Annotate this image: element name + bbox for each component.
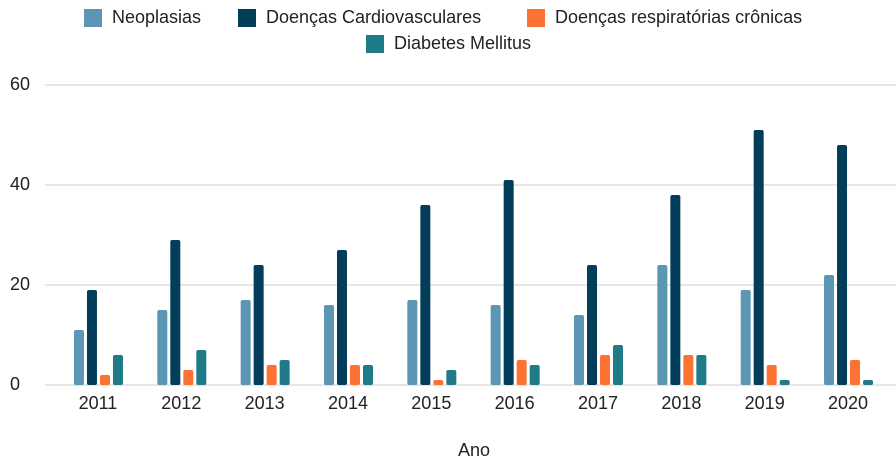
bar: [850, 360, 861, 385]
bar: [600, 355, 611, 385]
bar: [670, 195, 681, 385]
x-tick-label: 2011: [79, 393, 118, 413]
bar: [73, 330, 84, 385]
x-tick-label: 2012: [161, 393, 201, 413]
legend-label: Neoplasias: [112, 7, 201, 27]
bar: [407, 300, 418, 385]
bar: [490, 305, 501, 385]
y-tick-label: 0: [10, 374, 20, 394]
bar: [196, 350, 207, 385]
bar: [99, 375, 110, 385]
bar: [240, 300, 251, 385]
bar: [253, 265, 264, 385]
x-tick-label: 2016: [495, 393, 535, 413]
legend-label: Diabetes Mellitus: [394, 33, 531, 53]
bar: [323, 305, 334, 385]
legend-label: Doenças Cardiovasculares: [266, 7, 481, 27]
bar: [753, 130, 764, 385]
bar: [779, 380, 790, 385]
y-tick-label: 60: [10, 74, 30, 94]
bar: [696, 355, 707, 385]
bar: [336, 250, 347, 385]
y-tick-label: 40: [10, 174, 30, 194]
y-tick-label: 20: [10, 274, 30, 294]
bar: [574, 315, 585, 385]
x-axis-label: Ano: [458, 440, 490, 460]
bar: [112, 355, 123, 385]
bar: [657, 265, 668, 385]
bar: [362, 365, 373, 385]
bar: [587, 265, 598, 385]
bar: [740, 290, 751, 385]
bar: [837, 145, 848, 385]
bar: [86, 290, 97, 385]
bar: [516, 360, 527, 385]
legend-label: Doenças respiratórias crônicas: [555, 7, 802, 27]
x-tick-label: 2014: [328, 393, 368, 413]
bar: [157, 310, 168, 385]
bar: [863, 380, 874, 385]
x-tick-label: 2018: [661, 393, 701, 413]
bar: [503, 180, 514, 385]
bar: [266, 365, 277, 385]
bar: [683, 355, 694, 385]
legend-swatch: [366, 35, 384, 53]
bar: [433, 380, 444, 385]
legend-swatch: [84, 9, 102, 27]
x-tick-label: 2013: [245, 393, 285, 413]
bar: [446, 370, 457, 385]
x-tick-label: 2017: [578, 393, 618, 413]
bar: [420, 205, 431, 385]
bar: [170, 240, 181, 385]
bar: [349, 365, 360, 385]
bar: [183, 370, 194, 385]
x-tick-label: 2020: [828, 393, 868, 413]
bar: [613, 345, 624, 385]
legend-swatch: [238, 9, 256, 27]
x-tick-label: 2019: [745, 393, 785, 413]
bar: [279, 360, 290, 385]
x-tick-label: 2015: [411, 393, 451, 413]
bar: [766, 365, 777, 385]
bar: [529, 365, 540, 385]
bar: [824, 275, 835, 385]
legend-swatch: [527, 9, 545, 27]
